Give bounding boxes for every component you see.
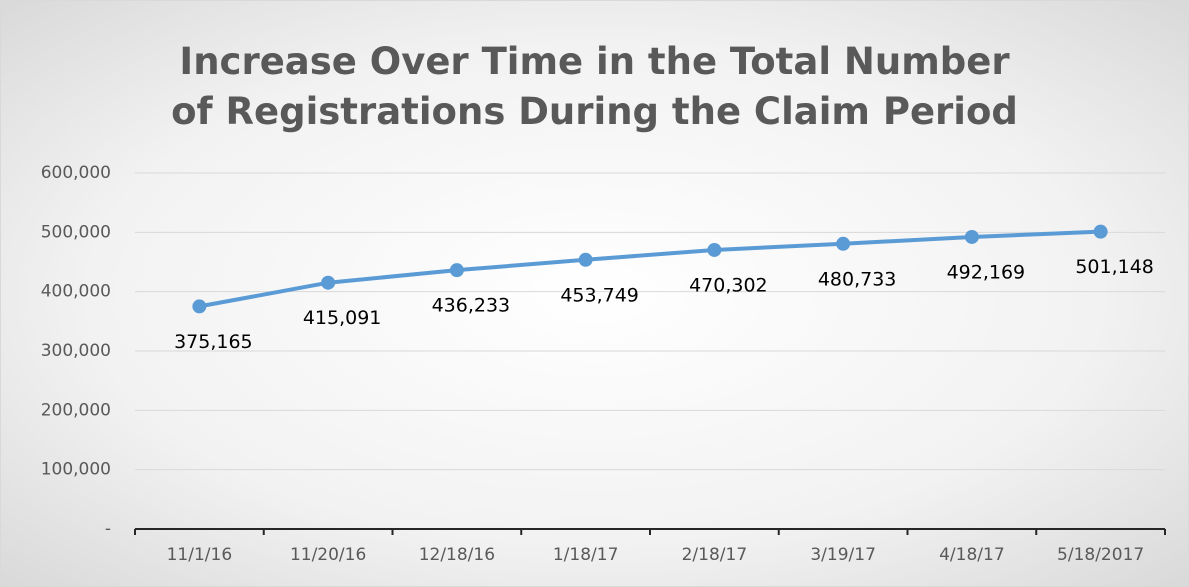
data-point <box>836 236 851 251</box>
y-tick-label: 600,000 <box>41 163 111 183</box>
data-label: 470,302 <box>689 274 768 296</box>
x-tick-label: 4/18/17 <box>939 545 1005 565</box>
y-tick-label: 300,000 <box>41 341 111 361</box>
data-point <box>578 252 593 267</box>
y-tick-label: 200,000 <box>41 400 111 420</box>
data-label: 501,148 <box>1075 256 1154 278</box>
data-point <box>321 275 336 290</box>
data-label: 436,233 <box>432 295 511 317</box>
data-label: 415,091 <box>303 307 382 329</box>
data-line <box>199 229 1101 309</box>
x-tick-label: 11/1/16 <box>167 545 233 565</box>
y-tick-label: 400,000 <box>41 282 111 302</box>
x-tick-label: 12/18/16 <box>419 545 495 565</box>
chart-title: Increase Over Time in the Total Number o… <box>171 40 1018 133</box>
x-tick-label: 2/18/17 <box>682 545 748 565</box>
data-label: 480,733 <box>818 268 897 290</box>
data-point <box>1093 224 1108 239</box>
x-tick-label: 5/18/2017 <box>1057 545 1144 565</box>
x-tick-label: 11/20/16 <box>290 545 366 565</box>
y-tick-label: 100,000 <box>41 460 111 480</box>
data-point <box>964 229 979 244</box>
data-point <box>192 299 207 314</box>
x-tick-label: 1/18/17 <box>553 545 619 565</box>
y-tick-label: 500,000 <box>41 222 111 242</box>
data-label: 453,749 <box>560 284 639 306</box>
data-point <box>449 263 464 278</box>
x-tick-label: 3/19/17 <box>810 545 876 565</box>
y-tick-label: - <box>105 519 111 539</box>
data-label: 492,169 <box>947 261 1026 283</box>
data-label: 375,165 <box>174 331 253 353</box>
data-point <box>707 242 722 257</box>
